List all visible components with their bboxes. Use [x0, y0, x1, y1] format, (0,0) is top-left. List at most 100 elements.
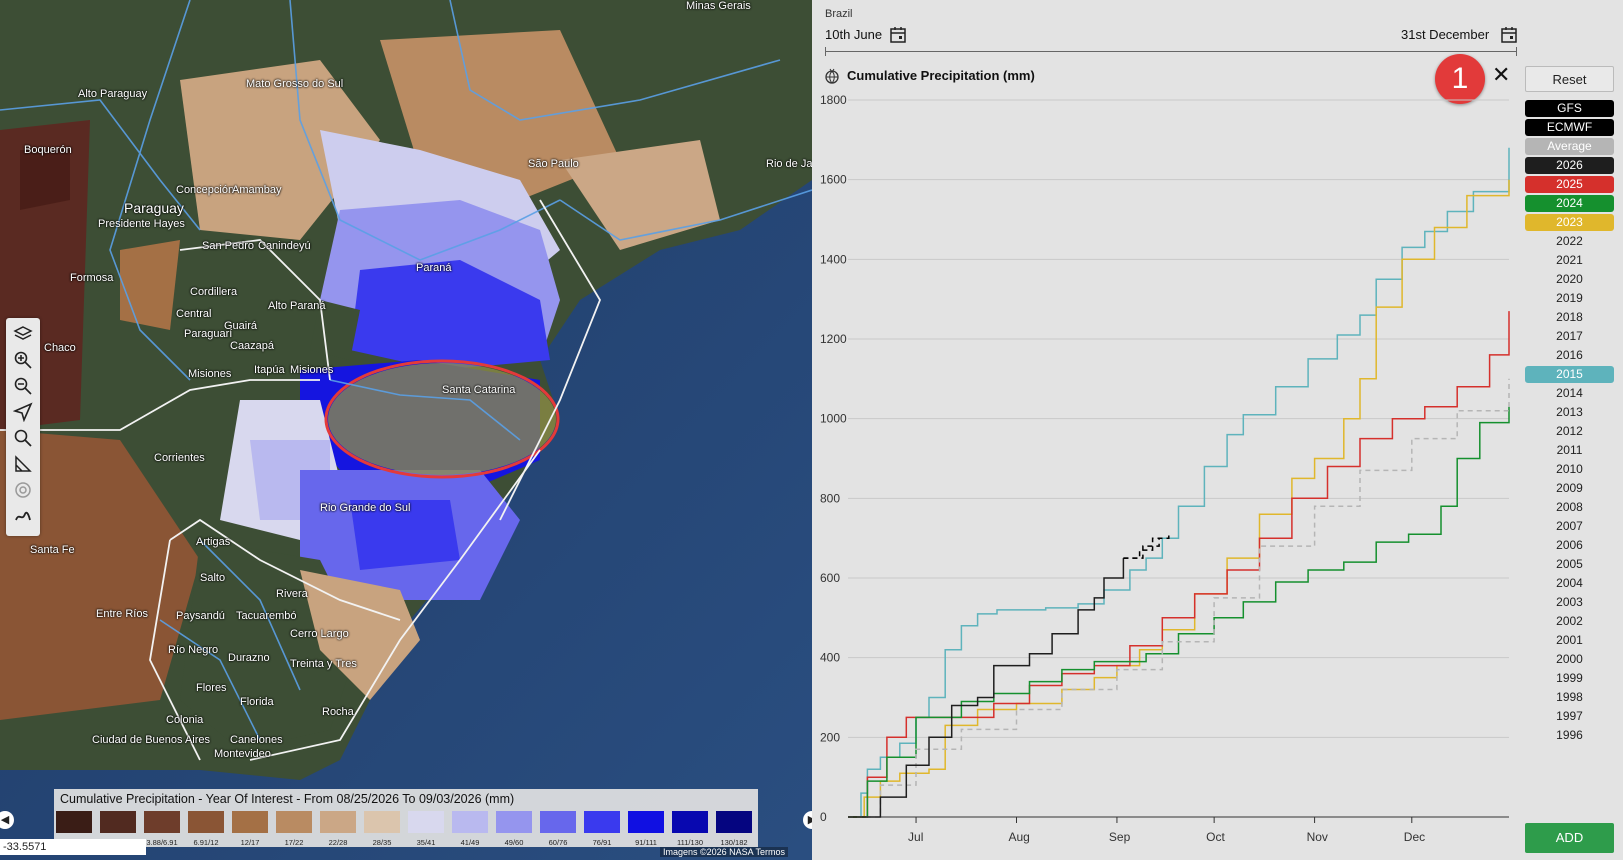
series-toggle-2026[interactable]: 2026: [1525, 157, 1614, 174]
map-place-label: Chaco: [44, 342, 76, 354]
map-place-label: Canelones: [230, 734, 283, 746]
series-toggle-2009[interactable]: 2009: [1556, 481, 1583, 495]
map-place-label: Corrientes: [154, 452, 205, 464]
series-toggle-2020[interactable]: 2020: [1556, 272, 1583, 286]
series-toggle-2021[interactable]: 2021: [1556, 253, 1583, 267]
series-toggle-2010[interactable]: 2010: [1556, 462, 1583, 476]
series-toggle-1998[interactable]: 1998: [1556, 690, 1583, 704]
y-tick-label: 1800: [820, 93, 847, 107]
zoom-out-icon[interactable]: [13, 376, 33, 396]
map-place-label: Alto Paraguay: [78, 88, 148, 100]
series-toggle-2005[interactable]: 2005: [1556, 557, 1583, 571]
map-place-label: Misiones: [290, 364, 334, 376]
series-toggle-2019[interactable]: 2019: [1556, 291, 1583, 305]
series-toggle-2025[interactable]: 2025: [1525, 176, 1614, 193]
target-icon[interactable]: [13, 480, 33, 500]
y-tick-label: 1000: [820, 412, 847, 426]
series-toggle-2006[interactable]: 2006: [1556, 538, 1583, 552]
map-place-label: São Paulo: [528, 158, 579, 170]
series-toggle-2018[interactable]: 2018: [1556, 310, 1583, 324]
map-view[interactable]: Minas Gerais Mato Grosso do Sul Alto Parag…: [0, 0, 812, 860]
series-toggle-2007[interactable]: 2007: [1556, 519, 1583, 533]
map-place-label: Misiones: [188, 368, 232, 380]
series-toggle-2003[interactable]: 2003: [1556, 595, 1583, 609]
series-toggle-2008[interactable]: 2008: [1556, 500, 1583, 514]
draw-icon[interactable]: [13, 506, 33, 526]
calendar-icon[interactable]: [890, 26, 906, 43]
map-place-label: Boquerón: [24, 144, 72, 156]
layers-icon[interactable]: [13, 324, 33, 344]
measure-icon[interactable]: [13, 454, 33, 474]
series-toggle-gfs[interactable]: GFS: [1525, 100, 1614, 117]
map-place-label: Montevideo: [214, 748, 271, 760]
add-button[interactable]: ADD: [1525, 823, 1614, 853]
map-place-label: Paysandú: [176, 610, 225, 622]
x-tick-label: Sep: [1109, 830, 1131, 844]
map-place-label: Rivera: [276, 588, 308, 600]
series-toggle-1999[interactable]: 1999: [1556, 671, 1583, 685]
series-toggle-2023[interactable]: 2023: [1525, 214, 1614, 231]
series-toggle-2012[interactable]: 2012: [1556, 424, 1583, 438]
map-place-label: Minas Gerais: [686, 0, 751, 12]
reset-button[interactable]: Reset: [1525, 66, 1614, 92]
legend-swatch: [452, 811, 488, 833]
series-toggle-2024[interactable]: 2024: [1525, 195, 1614, 212]
prev-arrow-button[interactable]: ◀: [0, 811, 14, 829]
map-place-label: Entre Ríos: [96, 608, 148, 620]
next-arrow-button[interactable]: ▶: [803, 811, 812, 829]
legend-swatch-label: 28/35: [372, 838, 392, 847]
series-toggle-ecmwf[interactable]: ECMWF: [1525, 119, 1614, 136]
series-toggle-2014[interactable]: 2014: [1556, 386, 1583, 400]
map-place-label: San Pedro: [202, 240, 254, 252]
legend-swatch: [100, 811, 136, 833]
map-place-label: Colonia: [166, 714, 204, 726]
map-place-label: Central: [176, 308, 212, 320]
map-place-label: Treinta y Tres: [290, 658, 357, 670]
legend-swatch: [496, 811, 532, 833]
legend-swatch-label: 41/49: [460, 838, 480, 847]
end-date[interactable]: 31st December: [1401, 27, 1490, 42]
series-toggle-2017[interactable]: 2017: [1556, 329, 1583, 343]
zoom-in-icon[interactable]: [13, 350, 33, 370]
series-toggle-2002[interactable]: 2002: [1556, 614, 1583, 628]
navigate-icon[interactable]: [13, 402, 33, 422]
series-toggle-2000[interactable]: 2000: [1556, 652, 1583, 666]
series-toggle-2011[interactable]: 2011: [1556, 443, 1583, 457]
start-date[interactable]: 10th June: [825, 27, 883, 42]
highlight-ellipse: [324, 359, 560, 479]
map-attribution[interactable]: Imagens ©2026 NASA Termos: [660, 847, 789, 857]
legend-swatch-label: 35/41: [416, 838, 436, 847]
y-tick-label: 1400: [820, 252, 847, 266]
series-toggle-2022[interactable]: 2022: [1556, 234, 1583, 248]
map-place-label: Rio Grande do Sul: [320, 502, 411, 514]
legend-swatch: [716, 811, 752, 833]
series-toggle-2004[interactable]: 2004: [1556, 576, 1583, 590]
legend-swatch: [584, 811, 620, 833]
series-toggle-1996[interactable]: 1996: [1556, 728, 1583, 742]
map-place-label: Cerro Largo: [290, 628, 349, 640]
map-place-label: Tacuarembó: [236, 610, 297, 622]
calendar-icon[interactable]: [1501, 26, 1517, 43]
chart-panel: Brazil 10th June 31st December Cumulativ…: [812, 0, 1623, 860]
x-tick-label: Oct: [1206, 830, 1225, 844]
series-line-2024: [848, 406, 1510, 818]
map-canvas[interactable]: [0, 0, 812, 860]
map-place-label: Paraguarí: [184, 328, 233, 340]
legend-swatch: [188, 811, 224, 833]
series-toggle-average[interactable]: Average: [1525, 138, 1614, 155]
map-place-label: Cordillera: [190, 286, 238, 298]
series-line-average: [848, 378, 1510, 818]
search-icon[interactable]: [13, 428, 33, 448]
legend-swatch-label: 130/182: [720, 838, 748, 847]
series-toggle-2016[interactable]: 2016: [1556, 348, 1583, 362]
map-place-label: Artigas: [196, 536, 231, 548]
map-place-label: Caazapá: [230, 340, 275, 352]
date-range-slider[interactable]: [825, 47, 1517, 56]
series-toggle-1997[interactable]: 1997: [1556, 709, 1583, 723]
legend-swatch: [628, 811, 664, 833]
legend-title: Cumulative Precipitation - Year Of Inter…: [60, 792, 515, 806]
close-icon[interactable]: ✕: [1492, 62, 1511, 87]
series-toggle-2015[interactable]: 2015: [1525, 366, 1614, 383]
series-toggle-2001[interactable]: 2001: [1556, 633, 1583, 647]
series-toggle-2013[interactable]: 2013: [1556, 405, 1583, 419]
